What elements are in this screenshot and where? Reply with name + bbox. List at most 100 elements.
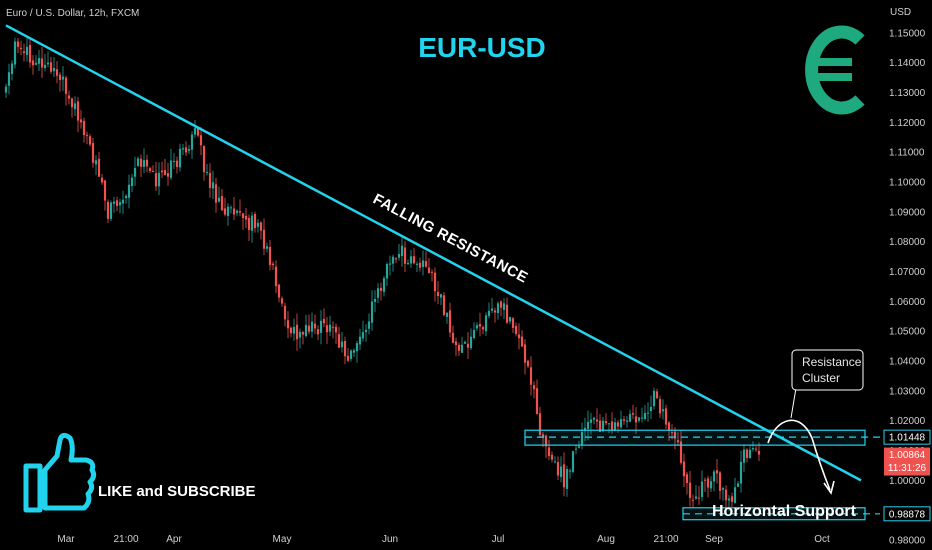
candle-body — [715, 470, 719, 474]
candle-body — [184, 147, 188, 153]
candle-body — [85, 134, 89, 136]
candle-body — [730, 496, 734, 502]
candle-body — [700, 481, 704, 497]
candle-body — [40, 58, 44, 68]
candle-body — [208, 172, 212, 188]
candle-body — [25, 46, 29, 56]
candle-body — [646, 412, 650, 414]
candle-body — [262, 229, 266, 249]
candle-body — [43, 64, 47, 68]
candle-body — [4, 86, 8, 93]
candle-body — [562, 464, 566, 488]
candle-body — [493, 310, 497, 313]
candle-body — [511, 318, 515, 328]
candle-body — [229, 207, 233, 209]
candle-body — [256, 222, 260, 227]
candle-body — [583, 427, 587, 431]
candle-body — [52, 68, 56, 72]
candle-body — [328, 324, 332, 332]
candle-body — [514, 325, 518, 334]
candle-body — [190, 134, 194, 150]
candle-body — [154, 173, 158, 187]
candle-body — [754, 448, 758, 450]
candle-body — [34, 62, 38, 65]
time-tick-label: Sep — [705, 534, 723, 545]
candle-body — [334, 326, 338, 333]
candle-body — [454, 341, 458, 346]
candle-body — [118, 202, 122, 206]
candle-body — [64, 77, 68, 94]
candle-body — [577, 446, 581, 448]
candle-body — [496, 303, 500, 314]
candle-body — [727, 498, 731, 501]
candle-body — [67, 95, 71, 99]
candle-body — [376, 288, 380, 298]
candle-body — [541, 434, 545, 438]
candle-body — [538, 413, 542, 435]
candle-body — [415, 263, 419, 265]
candle-body — [97, 158, 101, 177]
candle-body — [358, 336, 362, 345]
candle-body — [100, 177, 104, 183]
price-tick-label: 1.02000 — [889, 416, 926, 427]
chart-title: EUR-USD — [418, 32, 546, 63]
candle-body — [481, 327, 485, 330]
candle-body — [502, 303, 506, 310]
candle-body — [625, 420, 629, 422]
candle-body — [712, 471, 716, 482]
price-tick-label: 1.08000 — [889, 237, 926, 248]
candle-body — [457, 344, 461, 351]
currency-unit: USD — [890, 7, 911, 18]
candle-body — [409, 256, 413, 264]
candle-body — [388, 263, 392, 265]
falling-resistance-trendline[interactable] — [5, 24, 862, 482]
candle-body — [103, 180, 107, 201]
candle-body — [253, 213, 257, 229]
candle-body — [142, 160, 146, 167]
like-subscribe-text: LIKE and SUBSCRIBE — [98, 483, 256, 500]
candle-body — [499, 301, 503, 308]
candle-body — [385, 263, 389, 279]
price-tick-label: 1.07000 — [889, 267, 926, 278]
candle-body — [595, 419, 599, 422]
candle-body — [445, 312, 449, 317]
time-tick-label: May — [273, 534, 292, 545]
price-tick-label: 1.04000 — [889, 357, 926, 368]
candle-body — [217, 197, 221, 202]
candle-body — [214, 184, 218, 203]
price-tick-label: 1.03000 — [889, 386, 926, 397]
candle-body — [703, 479, 707, 481]
candle-body — [130, 177, 134, 187]
candle-body — [718, 472, 722, 491]
price-tick-label: 0.98000 — [889, 536, 926, 547]
candle-body — [289, 327, 293, 334]
candle-body — [346, 355, 350, 361]
candle-body — [604, 421, 608, 424]
candle-body — [286, 320, 290, 329]
candle-body — [82, 120, 86, 136]
candle-body — [532, 385, 536, 390]
candle-body — [112, 201, 116, 204]
price-tick-label: 1.12000 — [889, 118, 926, 129]
candle-body — [706, 478, 710, 488]
candle-body — [373, 298, 377, 302]
candle-body — [676, 440, 680, 443]
candle-body — [598, 420, 602, 432]
candle-body — [145, 159, 149, 167]
projection-arrow-head — [823, 480, 835, 495]
candle-body — [427, 267, 431, 274]
candle-body — [565, 469, 569, 489]
candle-body — [268, 246, 272, 265]
candle-body — [220, 195, 224, 211]
time-axis[interactable]: Mar 21:00 Apr May Jun Jul Aug 21:00 Sep Oct — [57, 534, 830, 545]
candle-body — [694, 496, 698, 499]
candle-body — [16, 41, 20, 47]
candle-body — [199, 135, 203, 146]
candle-body — [280, 298, 284, 304]
candle-body — [121, 199, 125, 204]
candle-body — [748, 449, 752, 459]
candle-body — [649, 406, 653, 412]
candle-body — [49, 62, 53, 72]
callout-line-1: Resistance — [802, 355, 862, 369]
